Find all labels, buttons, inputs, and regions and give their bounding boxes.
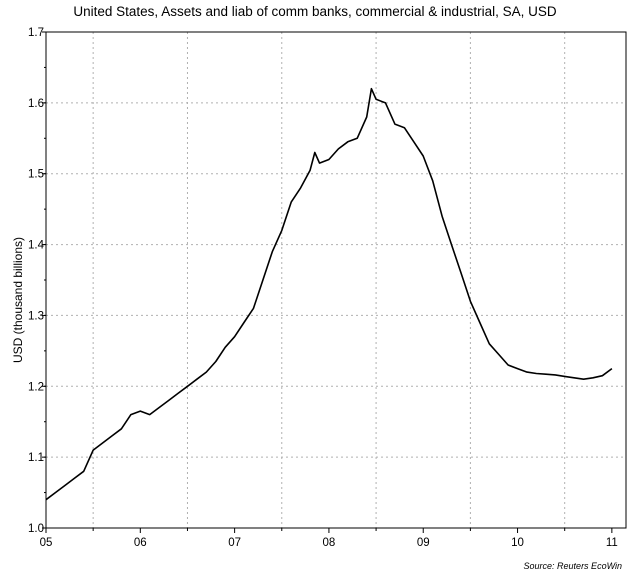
x-tick-label: 07 xyxy=(228,537,241,549)
y-tick-label: 1.3 xyxy=(28,310,44,322)
x-tick-label: 10 xyxy=(511,537,524,549)
grid-layer xyxy=(46,32,626,528)
x-tick-label: 06 xyxy=(134,537,147,549)
y-tick-label: 1.7 xyxy=(28,27,44,39)
y-tick-label: 1.2 xyxy=(28,381,44,393)
y-tick-label: 1.4 xyxy=(28,240,45,252)
x-axis: 05 06 07 08 09 10 11 xyxy=(40,528,618,549)
chart-title: United States, Assets and liab of comm b… xyxy=(73,4,557,19)
x-tick-label: 09 xyxy=(417,537,430,549)
y-axis-label: USD (thousand billions) xyxy=(11,237,25,363)
y-axis: 1.0 1.1 1.2 1.3 1.4 1.5 1.6 1.7 xyxy=(28,27,46,535)
y-tick-label: 1.1 xyxy=(28,452,44,464)
source-note: Source: Reuters EcoWin xyxy=(523,561,622,571)
x-tick-label: 05 xyxy=(40,537,53,549)
series-line xyxy=(45,87,613,501)
x-tick-label: 11 xyxy=(606,537,618,549)
x-tick-label: 08 xyxy=(323,537,336,549)
y-tick-label: 1.6 xyxy=(28,98,44,110)
y-tick-label: 1.0 xyxy=(28,523,44,535)
plot-frame xyxy=(45,31,627,529)
y-tick-label: 1.5 xyxy=(28,169,44,181)
